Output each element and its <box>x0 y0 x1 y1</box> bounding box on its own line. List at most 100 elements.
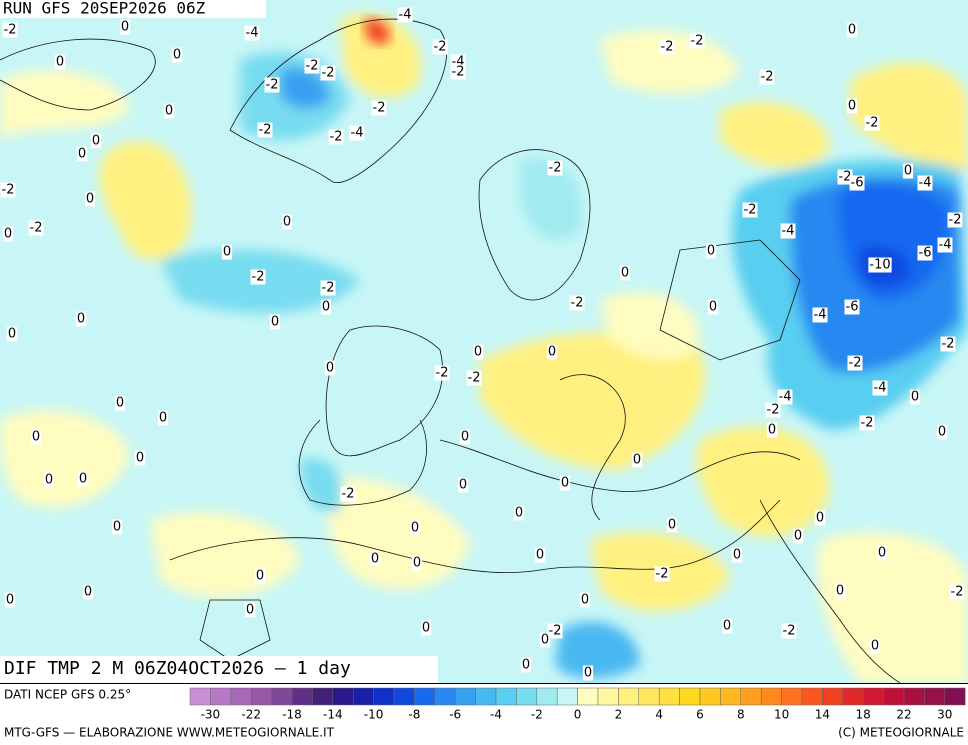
color-swatch <box>230 687 252 706</box>
color-swatch <box>352 687 374 706</box>
contour-label-bg <box>134 450 146 466</box>
contour-label: 0 <box>92 134 100 149</box>
contour-label-bg <box>582 665 594 681</box>
contour-label-bg <box>411 555 423 571</box>
contour-label: -2 <box>861 416 874 431</box>
color-swatch <box>536 687 558 706</box>
contour-label-bg <box>936 424 948 440</box>
contour-label-bg <box>666 517 678 533</box>
contour-label: -2 <box>656 567 669 582</box>
contour-label: -2 <box>452 65 465 80</box>
contour-label: -4 <box>874 381 887 396</box>
contour-label: -4 <box>939 238 952 253</box>
color-swatch <box>883 687 905 706</box>
contour-label-bg <box>119 19 131 35</box>
contour-labels: -2 000-4-4-2-4-2-2 -2-2-2-2 -2 -4-2 -20-2000-… <box>0 7 965 681</box>
color-bar-tick-label: -6 <box>449 708 461 722</box>
contour-label-bg <box>777 389 793 405</box>
contour-label-bg <box>849 175 865 191</box>
contour-label: 0 <box>271 315 279 330</box>
contour-label-bg <box>814 510 826 526</box>
contour-label: 0 <box>411 521 419 536</box>
contour-label-bg <box>257 122 273 138</box>
color-swatch <box>944 687 966 706</box>
contour-label-bg <box>742 202 758 218</box>
contour-label: -6 <box>919 246 932 261</box>
color-swatch <box>495 687 517 706</box>
contour-label-bg <box>569 295 585 311</box>
contour-label: 0 <box>816 511 824 526</box>
contour-label-bg <box>766 422 778 438</box>
contour-label: 0 <box>515 506 523 521</box>
contour-label-bg <box>54 54 66 70</box>
contour-label-bg <box>320 299 332 315</box>
contour-label-bg <box>84 191 96 207</box>
map-title: DIF TMP 2 M 06Z04OCT2026 — 1 day <box>4 658 351 679</box>
contour-label-bg <box>0 182 16 198</box>
color-swatch <box>475 687 497 706</box>
contour-label-bg <box>909 389 921 405</box>
contour-label-bg <box>847 355 863 371</box>
color-swatch <box>822 687 844 706</box>
contour-label-bg <box>792 528 804 544</box>
contour-label-bg <box>869 638 881 654</box>
contour-label-bg <box>937 237 953 253</box>
contour-label-bg <box>654 566 670 582</box>
color-swatch <box>720 687 742 706</box>
color-swatch <box>556 687 578 706</box>
contour-label: 0 <box>165 104 173 119</box>
contour-label: -2 <box>691 34 704 49</box>
contour-label-bg <box>917 175 933 191</box>
contour-label: 0 <box>541 633 549 648</box>
contour-label: 0 <box>422 621 430 636</box>
contour-label: -2 <box>322 66 335 81</box>
contour-label-bg <box>534 547 546 563</box>
contour-label: -2 <box>252 270 265 285</box>
color-bar-tick-label: -14 <box>323 708 343 722</box>
contour-label: -2 <box>951 585 964 600</box>
contour-label: 0 <box>78 147 86 162</box>
contour-label: -4 <box>782 224 795 239</box>
contour-label-bg <box>868 257 892 273</box>
footer-right: (C) METEOGIORNALE <box>838 726 964 740</box>
contour-label: -2 <box>866 116 879 131</box>
contour-label-bg <box>76 146 88 162</box>
color-swatch <box>271 687 293 706</box>
contour-label: -4 <box>814 308 827 323</box>
contour-label-bg <box>812 307 828 323</box>
contour-label: 0 <box>723 619 731 634</box>
contour-label: 0 <box>322 300 330 315</box>
contour-label: 0 <box>522 658 530 673</box>
contour-label-bg <box>157 410 169 426</box>
contour-label: 0 <box>121 20 129 35</box>
contour-label: -2 <box>549 161 562 176</box>
contour-label-bg <box>6 326 18 342</box>
color-swatch <box>577 687 599 706</box>
color-swatch <box>740 687 762 706</box>
contour-label-bg <box>269 314 281 330</box>
color-swatch <box>332 687 354 706</box>
contour-label: 0 <box>707 244 715 259</box>
color-bar-tick-label: 6 <box>696 708 704 722</box>
contour-label: 0 <box>413 556 421 571</box>
contour-label-bg <box>940 336 956 352</box>
color-bar-tick-label: 4 <box>655 708 663 722</box>
contour-label: 0 <box>848 23 856 38</box>
contour-label: 0 <box>848 99 856 114</box>
contour-label: -4 <box>919 176 932 191</box>
color-swatch <box>393 687 415 706</box>
color-swatch <box>903 687 925 706</box>
contour-label-bg <box>250 269 266 285</box>
contour-label-bg <box>244 602 256 618</box>
color-swatch <box>801 687 823 706</box>
color-swatch <box>924 687 946 706</box>
color-bar-tick-label: 0 <box>574 708 582 722</box>
contour-label-bg <box>90 133 102 149</box>
contour-label: 0 <box>159 411 167 426</box>
color-swatch <box>760 687 782 706</box>
color-swatch <box>434 687 456 706</box>
contour-label-bg <box>320 280 336 296</box>
color-swatch <box>658 687 680 706</box>
contour-label: 0 <box>871 639 879 654</box>
